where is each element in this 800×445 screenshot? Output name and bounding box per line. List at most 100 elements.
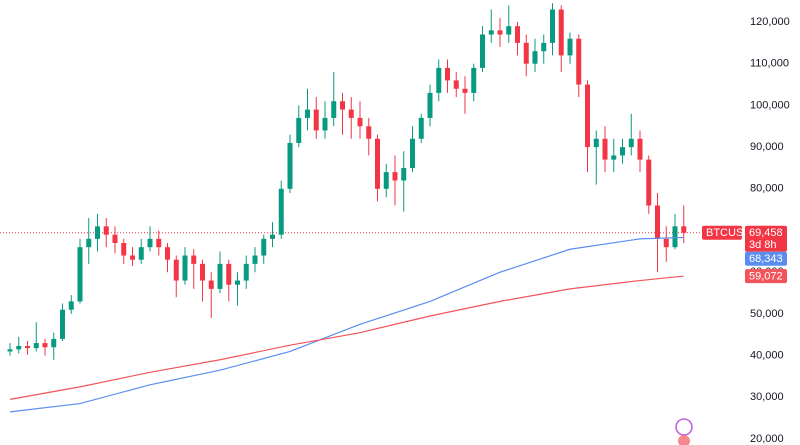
candle-body [558,9,564,56]
logo-dot [678,435,690,445]
candle-body [681,226,687,233]
countdown-tag: 3d 8h [749,239,777,251]
y-tick-label: 30,000 [750,391,784,403]
ma-tag: 68,343 [749,253,783,265]
candle-body [488,30,494,35]
candle-body [278,188,284,235]
candle-body [16,346,22,350]
moving-average-line [9,236,684,413]
candle-body [602,138,608,160]
countdown-tag-box [745,237,787,252]
candle-body [165,247,170,260]
candle-body [51,338,57,348]
candle-body [532,51,538,64]
candle-body [60,309,65,339]
candle-body [410,138,415,168]
y-tick-label: 40,000 [750,350,784,362]
candle-body [445,67,450,81]
y-tick-label: 50,000 [750,308,784,320]
y-tick-label: 100,000 [750,99,790,111]
candle-body [331,101,337,118]
candle-body [567,38,573,56]
candle-body [576,38,582,85]
y-tick-label: 120,000 [750,16,790,28]
candle-body [427,92,433,118]
candle-body [471,67,477,93]
candle-body [672,226,678,248]
candle-body [523,42,529,64]
candle-body [401,167,407,181]
candle-body [366,126,372,139]
candle-body [182,255,188,281]
candle-body [112,234,118,244]
candle-body [130,255,135,260]
candle-body [541,42,547,52]
candle-body [620,147,625,156]
candle-body [156,238,162,248]
candle-body [655,205,660,239]
candle-body [357,117,363,127]
last-price-tag: 69,458 [749,227,783,239]
candle-body [383,172,389,189]
plot-area [0,3,745,413]
candle-body [628,138,634,148]
candle-body [348,109,354,118]
candle-body [480,34,485,68]
candle-body [296,117,302,143]
candle-body [138,247,144,260]
candle-body [593,138,599,148]
candle-body [42,343,48,348]
candle-body [7,349,13,352]
symbol-tag: BTCUSD [706,227,751,239]
candle-body [637,138,643,160]
candle-body [200,263,205,281]
candle-body [646,159,652,206]
candle-body [243,263,249,281]
candle-body [462,88,468,93]
candle-body [305,109,310,118]
candle-body [103,226,109,235]
candle-body [252,255,258,264]
y-tick-label: 20,000 [750,433,784,445]
candle-body [392,172,398,181]
candle-body [217,263,223,289]
candle-body [121,243,127,256]
symbol-tag-box [702,225,742,240]
candle-body [497,30,503,35]
candle-body [506,26,512,35]
last-price-tag-box [745,225,787,240]
candle-body [261,238,267,256]
candle-body [235,280,240,285]
candle-body [515,26,520,43]
candle-body [270,234,275,239]
candle-body [418,117,424,139]
candle-body [95,226,100,239]
candle-body [313,109,319,131]
candle-body [322,117,328,131]
y-tick-label: 110,000 [750,58,789,70]
candle-body [191,255,197,264]
price-axis: 20,00030,00040,00050,00060,00080,00090,0… [750,16,790,445]
candle-body [77,247,83,302]
candle-body [611,155,617,160]
candle-body [550,9,555,43]
candle-body [25,346,30,349]
candle-body [226,263,232,285]
ma-tag-box [745,251,787,266]
candle-body [453,80,459,89]
candle-body [68,301,74,310]
ma-tag-box [745,269,787,284]
candle-body [375,138,380,189]
candle-body [436,67,442,93]
ma-tag: 59,072 [749,270,783,282]
moving-average-line [9,275,684,400]
logo [675,418,693,445]
candle-body [147,238,153,248]
candle-body [585,84,590,148]
candle-body [208,280,214,289]
candle-body [33,343,39,349]
